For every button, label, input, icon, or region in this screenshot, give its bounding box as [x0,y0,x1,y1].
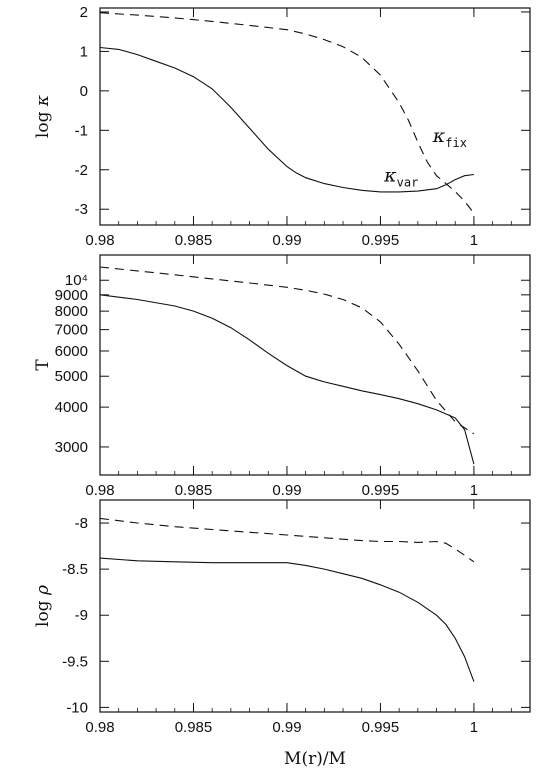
x-tick-label: 0.99 [272,232,301,249]
y-tick-label: 5000 [55,368,88,385]
series-line-solid [99,557,475,682]
y-tick-label: -2 [75,162,88,179]
series-line-dashed [99,517,475,563]
series-line-dashed [99,266,475,435]
y-tick-label: -1 [75,122,88,139]
y-tick-label: -10 [66,699,88,716]
x-tick-label: 0.99 [272,482,301,499]
y-tick-label: 10⁴ [65,272,88,289]
panel-3: 0.98 0.985 0.99 0.995 1 -8 -8.5 -9 -9.5 -10 log ρ M… [33,499,531,769]
x-tick-label: 0.98 [85,482,114,499]
x-tick-label: 0.985 [175,482,213,499]
plot-frame [99,499,531,713]
y-tick-label: 0 [80,83,88,100]
y-tick-label: -9.5 [62,653,88,670]
y-tick-label: 2 [80,4,88,21]
x-tick-label: 0.985 [175,232,213,249]
x-tick-label: 1 [470,232,478,249]
x-tick-label: 0.995 [362,482,400,499]
y-tick-label: 3000 [55,439,88,456]
y-tick-label: -3 [75,201,88,218]
x-tick-label: 0.98 [85,232,114,249]
x-tick-label: 0.98 [85,719,114,736]
y-tick-label: -8 [75,515,88,532]
panel-1: 0.98 0.985 0.99 0.995 1 2 1 0 -1 -2 -3 log κ κfixκva… [33,4,531,249]
x-axis-title: M(r)/M [284,749,346,769]
y-tick-label: 6000 [55,343,88,360]
x-tick-label: 0.995 [362,719,400,736]
y-tick-label: -9 [75,607,88,624]
series-annotation: κfix [432,125,467,150]
plot-frame [99,7,531,226]
plot-frame [99,254,531,476]
y-tick-label: 4000 [55,399,88,416]
x-tick-label: 1 [470,482,478,499]
y-tick-label: 9000 [55,287,88,304]
y-tick-label: 1 [80,43,88,60]
y-axis-title: log κ [33,95,53,138]
series-annotation: κvar [383,165,418,190]
y-tick-label: 8000 [55,303,88,320]
y-axis-title: T [33,359,53,371]
x-tick-label: 0.995 [362,232,400,249]
x-tick-label: 1 [470,719,478,736]
x-tick-label: 0.99 [272,719,301,736]
series-line-solid [99,46,474,193]
y-tick-label: -8.5 [62,561,88,578]
y-tick-label: 7000 [55,322,88,339]
x-tick-label: 0.985 [175,719,213,736]
y-axis-title: log ρ [33,585,53,627]
series-line-solid [99,294,475,465]
